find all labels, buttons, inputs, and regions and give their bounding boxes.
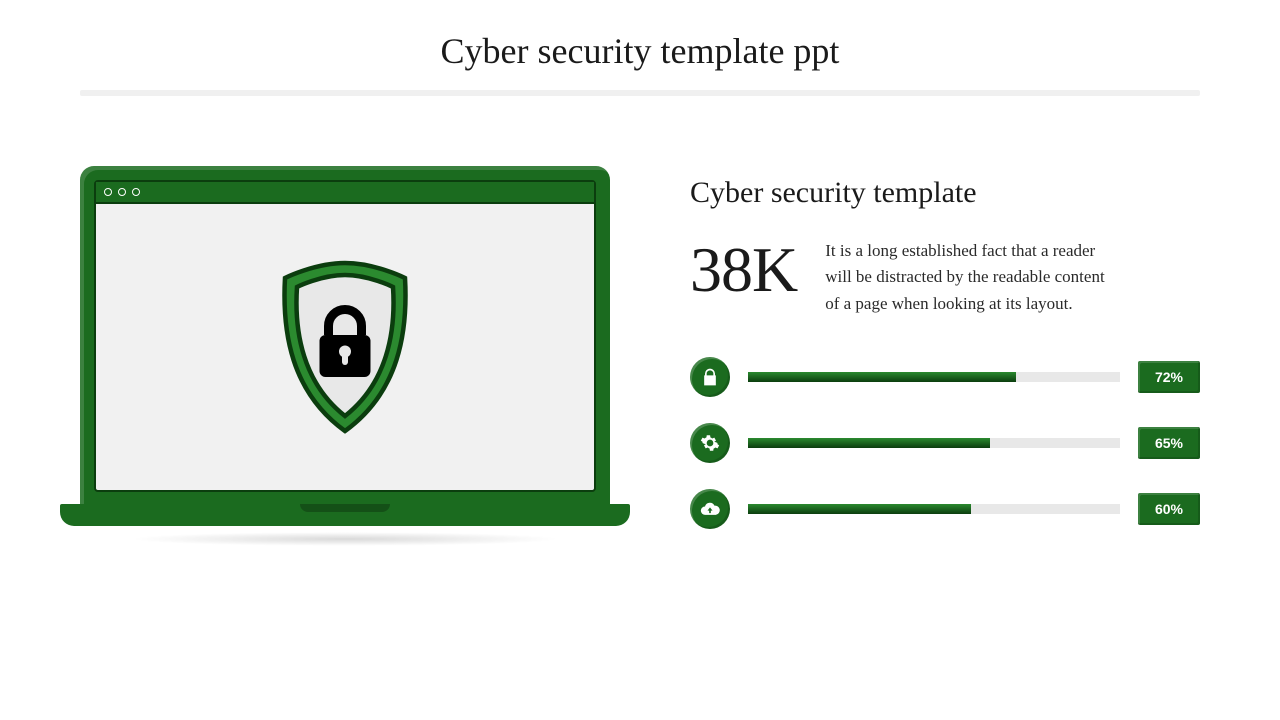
title-area: Cyber security template ppt [0, 0, 1280, 72]
window-dot-icon [132, 188, 140, 196]
stat-description: It is a long established fact that a rea… [825, 238, 1115, 317]
section-subtitle: Cyber security template [690, 176, 1200, 210]
progress-fill [748, 438, 990, 448]
slide: Cyber security template ppt [0, 0, 1280, 720]
content-area: Cyber security template 38K It is a long… [0, 96, 1280, 546]
percent-badge: 72% [1138, 361, 1200, 393]
progress-track [748, 372, 1120, 382]
progress-bar-row: 72% [690, 357, 1200, 397]
info-column: Cyber security template 38K It is a long… [690, 166, 1200, 529]
gear-icon [690, 423, 730, 463]
progress-fill [748, 372, 1016, 382]
progress-track [748, 438, 1120, 448]
percent-badge: 60% [1138, 493, 1200, 525]
stat-value: 38K [690, 238, 797, 302]
laptop-base [60, 504, 630, 526]
lock-icon [690, 357, 730, 397]
cloud-icon [690, 489, 730, 529]
percent-badge: 65% [1138, 427, 1200, 459]
shield-lock-icon [270, 257, 420, 437]
window-dot-icon [118, 188, 126, 196]
window-dot-icon [104, 188, 112, 196]
progress-track [748, 504, 1120, 514]
page-title: Cyber security template ppt [80, 30, 1200, 72]
laptop-shadow [130, 532, 560, 546]
progress-fill [748, 504, 971, 514]
browser-body [96, 204, 594, 490]
illustration-column [60, 166, 630, 546]
progress-bars: 72% 65% [690, 357, 1200, 529]
progress-bar-row: 65% [690, 423, 1200, 463]
browser-title-bar [96, 182, 594, 204]
browser-window [94, 180, 596, 492]
stat-row: 38K It is a long established fact that a… [690, 238, 1200, 317]
laptop-screen-frame [80, 166, 610, 506]
laptop-illustration [60, 166, 630, 546]
progress-bar-row: 60% [690, 489, 1200, 529]
